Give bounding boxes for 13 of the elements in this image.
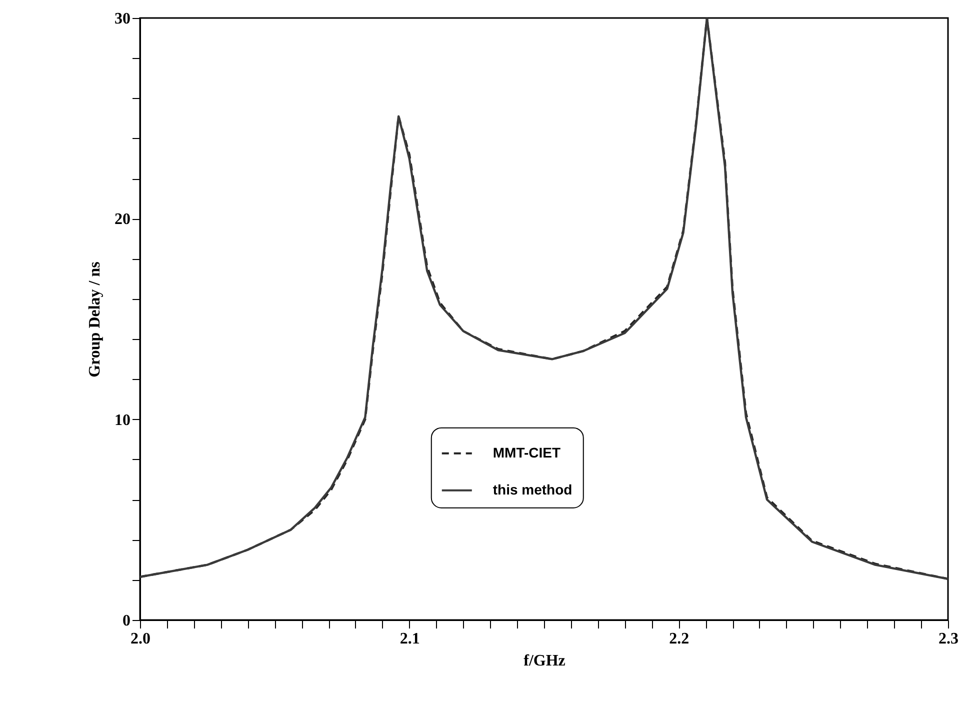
y-axis-title: Group Delay / ns [86,262,104,378]
y-tick-label: 20 [114,211,130,228]
x-tick-label: 2.2 [669,630,690,648]
x-tick-label: 2.1 [400,630,420,648]
line-series [140,18,948,580]
y-tick-label: 30 [114,10,130,28]
x-axis-title: f/GHz [524,652,566,670]
x-tick-label: 2.0 [130,630,150,648]
legend-label: this method [492,481,572,498]
x-tick-label: 2.3 [938,630,958,648]
legend-label: MMT-CIET [492,444,561,460]
y-tick-label: 10 [114,412,130,429]
y-tick-label: 0 [122,612,130,630]
